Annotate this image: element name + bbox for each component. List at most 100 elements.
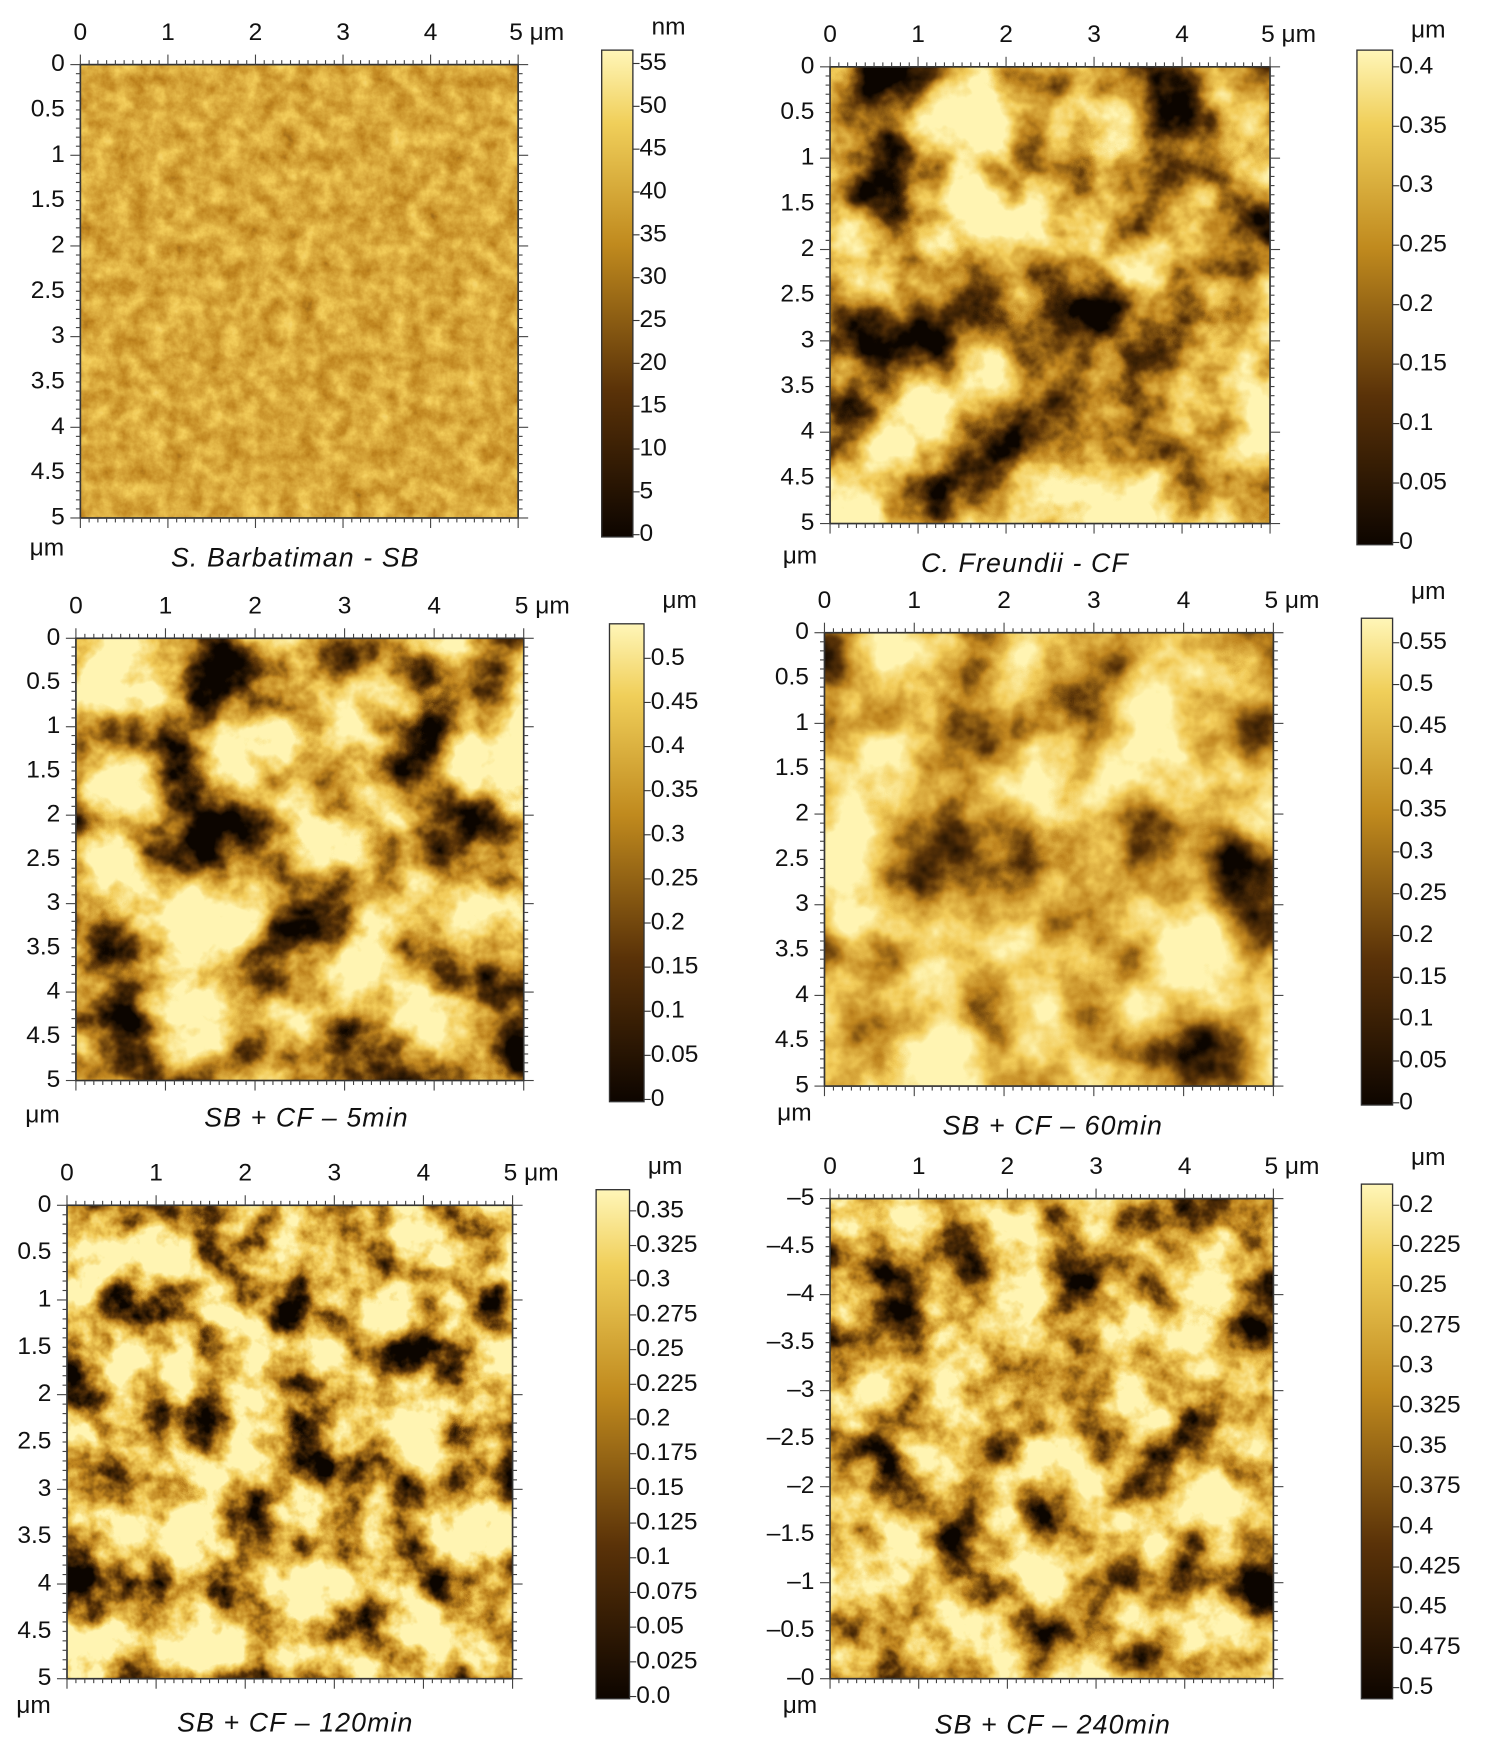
x-tick-label: 2 bbox=[999, 21, 1013, 48]
x-tick-label: 0 bbox=[69, 593, 83, 620]
y-tick-label: –4.5 bbox=[767, 1232, 815, 1259]
y-tick-label: –5 bbox=[787, 1184, 814, 1211]
x-tick-label: 3 bbox=[338, 593, 352, 620]
caption: SB + CF – 60min bbox=[943, 1110, 1163, 1140]
y-tick-label: 0.5 bbox=[17, 1238, 51, 1265]
colorbar-tick-label: 5 bbox=[640, 477, 654, 504]
y-tick-label: 1 bbox=[51, 141, 65, 168]
axis-unit: μm bbox=[25, 1102, 60, 1129]
colorbar-tick-label: 0.425 bbox=[1399, 1553, 1460, 1580]
colorbar-tick-label: 15 bbox=[640, 392, 667, 419]
caption: C. Freundii - CF bbox=[921, 548, 1129, 578]
y-tick-label: 2.5 bbox=[780, 281, 814, 308]
afm-panel: 0 1 2 3 4 5 μm –5 –4.5 –4 –3.5 –3 –2.5 –2 –1.5 –1 –0.5 –… bbox=[767, 1144, 1461, 1740]
colorbar-tick-label: 0.325 bbox=[636, 1231, 697, 1258]
y-tick-label: 3 bbox=[795, 890, 809, 917]
y-tick-label: 4 bbox=[795, 981, 809, 1008]
colorbar-tick-label: 0.275 bbox=[1399, 1311, 1460, 1338]
colorbar-tick-label: 0.2 bbox=[1399, 1191, 1433, 1218]
x-tick-label: 1 bbox=[161, 19, 175, 46]
colorbar-tick-label: 0.4 bbox=[1399, 52, 1433, 79]
colorbar-unit: nm bbox=[652, 13, 686, 40]
colorbar-tick-label: 0.15 bbox=[651, 953, 699, 980]
colorbar-tick-label: 0 bbox=[651, 1085, 665, 1112]
y-tick-label: 0.5 bbox=[780, 98, 814, 125]
y-tick-label: 4.5 bbox=[775, 1026, 809, 1053]
colorbar-tick-label: 0.35 bbox=[1399, 796, 1447, 823]
axis-unit: μm bbox=[777, 1099, 812, 1126]
x-tick-label: 1 bbox=[159, 593, 173, 620]
x-tick-label: 5 μm bbox=[1261, 21, 1316, 48]
y-tick-label: 3.5 bbox=[17, 1522, 51, 1549]
y-tick-label: –1 bbox=[787, 1568, 814, 1595]
y-tick-label: 2.5 bbox=[26, 845, 60, 872]
afm-image bbox=[830, 66, 1271, 524]
colorbar-tick-label: 0.15 bbox=[1399, 963, 1447, 990]
colorbar-tick-label: 0.25 bbox=[1399, 1271, 1447, 1298]
x-tick-label: 2 bbox=[1001, 1153, 1015, 1180]
y-tick-label: –2.5 bbox=[767, 1424, 815, 1451]
y-tick-label: 4 bbox=[51, 413, 65, 440]
colorbar-tick-label: 0.25 bbox=[1399, 231, 1447, 258]
x-tick-label: 5 μm bbox=[1264, 587, 1319, 614]
colorbar-tick-label: 0.3 bbox=[1399, 1352, 1433, 1379]
y-tick-label: 0 bbox=[47, 624, 61, 651]
afm-panel: 0 1 2 3 4 5 μm 0 0.5 1 1.5 2 2.5 3 3.5 4 4.5 5 μm SB + CF … bbox=[25, 587, 698, 1133]
y-tick-label: 2 bbox=[801, 235, 815, 262]
y-tick-label: –2 bbox=[787, 1472, 814, 1499]
y-tick-label: 5 bbox=[38, 1664, 52, 1691]
y-tick-label: 3 bbox=[801, 326, 815, 353]
x-tick-label: 3 bbox=[336, 19, 350, 46]
colorbar-tick-label: 0.2 bbox=[651, 908, 685, 935]
colorbar-tick-label: 10 bbox=[640, 434, 667, 461]
colorbar-tick-label: 0 bbox=[640, 520, 654, 547]
y-tick-label: 3 bbox=[51, 322, 65, 349]
colorbar-tick-label: 0.475 bbox=[1399, 1633, 1460, 1660]
y-tick-label: 5 bbox=[795, 1072, 809, 1099]
y-tick-label: 4 bbox=[47, 978, 61, 1005]
colorbar-tick-label: 0.45 bbox=[1399, 712, 1447, 739]
colorbar-unit: μm bbox=[1411, 578, 1446, 605]
y-tick-label: 0.5 bbox=[26, 668, 60, 695]
x-tick-label: 2 bbox=[248, 593, 262, 620]
colorbar-unit: μm bbox=[1411, 17, 1446, 44]
axis-unit: μm bbox=[783, 542, 818, 569]
x-tick-label: 0 bbox=[74, 19, 88, 46]
x-tick-label: 0 bbox=[60, 1160, 74, 1187]
y-tick-label: 2 bbox=[795, 800, 809, 827]
y-tick-label: 2.5 bbox=[31, 277, 65, 304]
colorbar-tick-label: 0.55 bbox=[1399, 628, 1447, 655]
x-tick-label: 4 bbox=[417, 1160, 431, 1187]
x-tick-label: 1 bbox=[911, 21, 925, 48]
y-tick-label: 2 bbox=[47, 801, 61, 828]
colorbar-tick-label: 0.05 bbox=[651, 1041, 699, 1068]
colorbar-tick-label: 0.4 bbox=[1399, 1512, 1433, 1539]
colorbar-tick-label: 0.5 bbox=[1399, 1673, 1433, 1700]
colorbar-tick-label: 0.175 bbox=[636, 1439, 697, 1466]
x-tick-label: 0 bbox=[823, 1153, 837, 1180]
colorbar-tick-label: 0 bbox=[1399, 528, 1413, 555]
colorbar-tick-label: 0.275 bbox=[636, 1300, 697, 1327]
colorbar bbox=[1360, 1183, 1394, 1700]
colorbar-tick-label: 0.125 bbox=[636, 1509, 697, 1536]
y-tick-label: 4 bbox=[38, 1569, 52, 1596]
colorbar-unit: μm bbox=[648, 1153, 683, 1180]
colorbar-tick-label: 35 bbox=[640, 220, 667, 247]
x-tick-label: 5 μm bbox=[1264, 1153, 1319, 1180]
colorbar-tick-label: 0.15 bbox=[636, 1474, 684, 1501]
y-tick-label: 3 bbox=[38, 1475, 52, 1502]
y-tick-label: 4.5 bbox=[26, 1022, 60, 1049]
y-tick-label: 1.5 bbox=[17, 1333, 51, 1360]
x-tick-label: 1 bbox=[912, 1153, 926, 1180]
x-tick-label: 0 bbox=[823, 21, 837, 48]
colorbar-tick-label: 0.3 bbox=[1399, 171, 1433, 198]
afm-image bbox=[80, 64, 519, 518]
x-tick-label: 4 bbox=[1177, 587, 1191, 614]
colorbar-tick-label: 55 bbox=[640, 49, 667, 76]
colorbar-tick-label: 0.15 bbox=[1399, 350, 1447, 377]
y-tick-label: 0 bbox=[801, 52, 815, 79]
colorbar-tick-label: 0.35 bbox=[1399, 1432, 1447, 1459]
y-tick-label: 4.5 bbox=[17, 1617, 51, 1644]
colorbar-tick-label: 0.1 bbox=[1399, 409, 1433, 436]
